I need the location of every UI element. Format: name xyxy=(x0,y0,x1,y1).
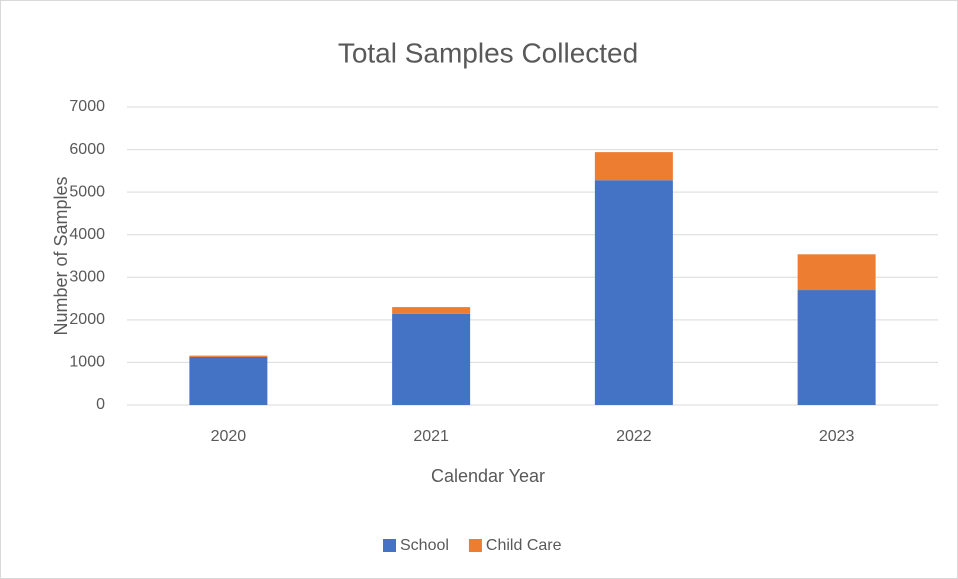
bar-segment xyxy=(392,307,471,314)
y-tick-label: 4000 xyxy=(69,226,105,243)
bar-segment xyxy=(797,290,876,405)
bar-segment xyxy=(189,356,268,405)
bar-segment xyxy=(594,152,673,181)
y-tick-label: 3000 xyxy=(69,269,105,286)
x-axis-label: Calendar Year xyxy=(431,466,545,486)
x-tick-label: 2023 xyxy=(819,428,855,445)
y-tick-label: 6000 xyxy=(69,141,105,158)
y-tick-label: 1000 xyxy=(69,354,105,371)
x-tick-label: 2022 xyxy=(616,428,652,445)
x-tick-label: 2020 xyxy=(211,428,247,445)
bar-segment xyxy=(594,180,673,405)
legend-label: School xyxy=(400,537,449,554)
legend-label: Child Care xyxy=(486,537,562,554)
legend-swatch xyxy=(383,539,396,552)
bar-segment xyxy=(797,254,876,291)
y-tick-label: 7000 xyxy=(69,98,105,115)
y-tick-label: 0 xyxy=(96,396,105,413)
legend-swatch xyxy=(468,539,482,552)
bar-segment xyxy=(189,355,268,357)
y-axis-label: Number of Samples xyxy=(51,176,71,335)
bar-segment xyxy=(392,313,471,405)
y-tick-label: 5000 xyxy=(69,183,105,200)
chart-title: Total Samples Collected xyxy=(338,37,638,68)
x-tick-label: 2021 xyxy=(413,428,449,445)
y-tick-label: 2000 xyxy=(69,311,105,328)
